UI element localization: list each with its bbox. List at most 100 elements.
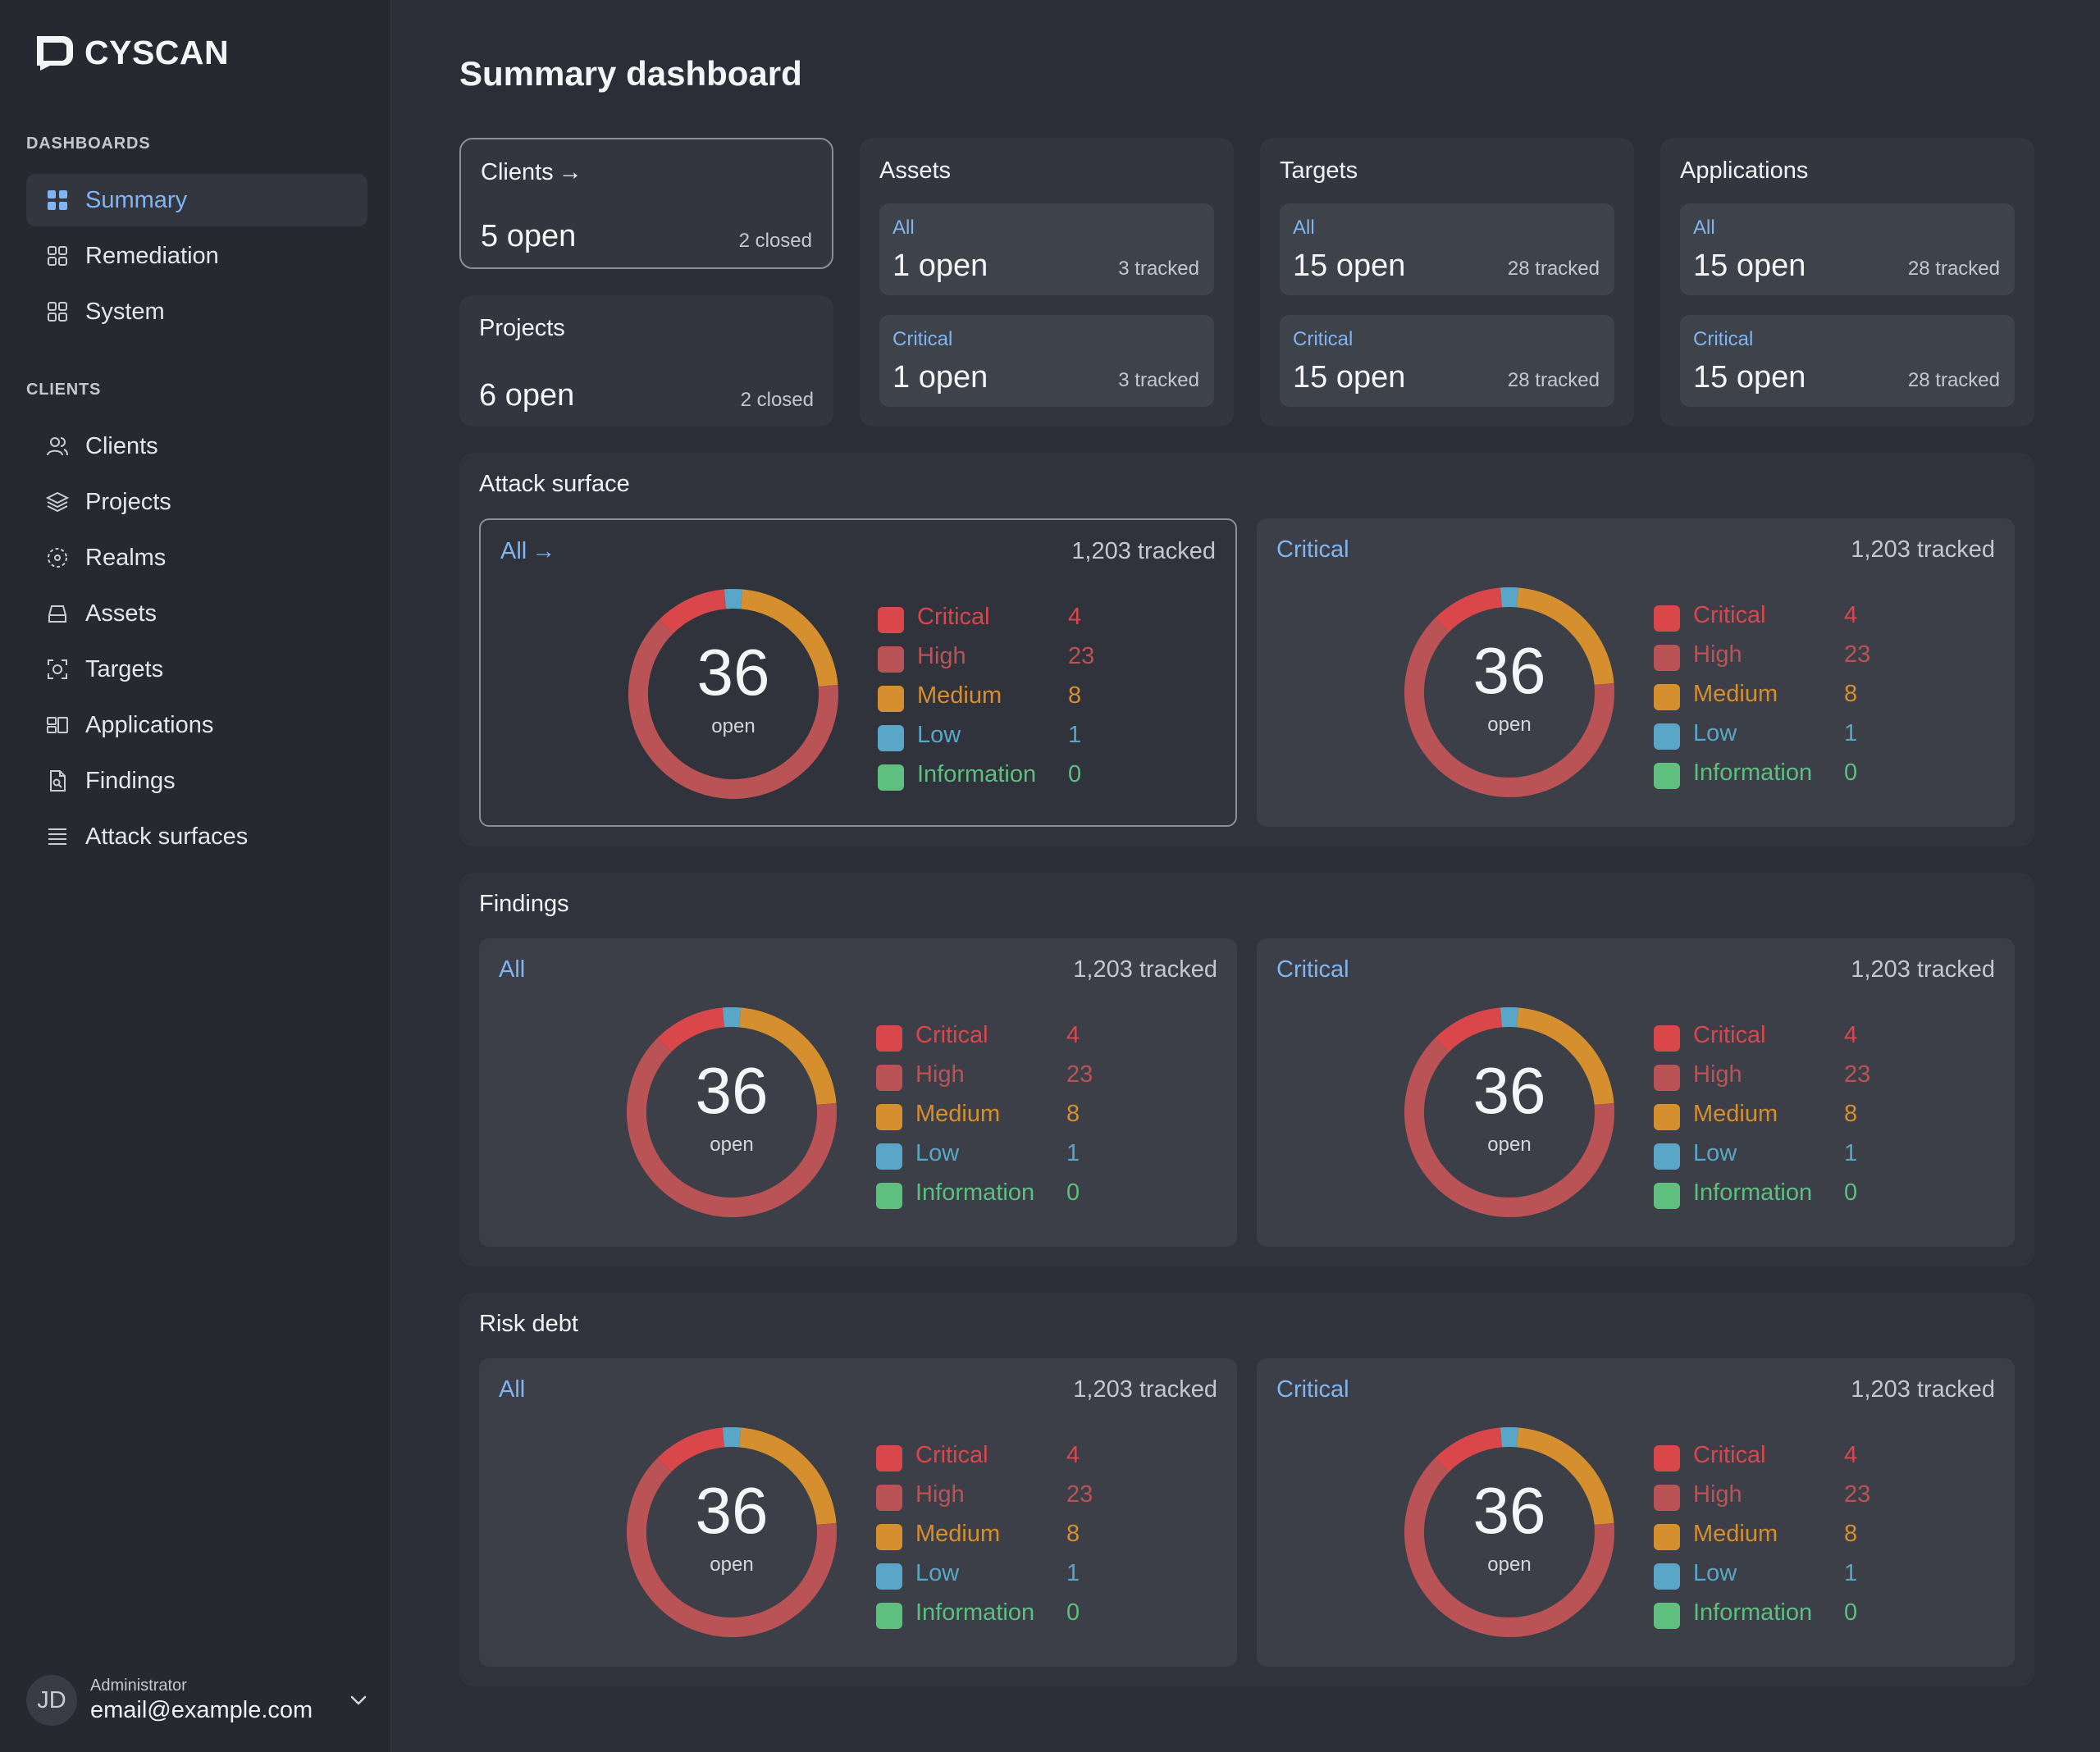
donut-total-label: open <box>1487 714 1532 736</box>
legend-value: 4 <box>1844 1442 1858 1468</box>
nav-item-system[interactable]: System <box>26 285 368 338</box>
user-menu[interactable]: JD Administrator email@example.com <box>26 1673 371 1727</box>
clients-card-title[interactable]: Clients → <box>481 159 582 185</box>
nav-item-label: Attack surfaces <box>85 823 249 850</box>
nav-item-findings[interactable]: Findings <box>26 755 368 807</box>
donut-slice-critical <box>1435 1007 1503 1052</box>
legend-item-critical: Critical 4 <box>1654 1440 1900 1480</box>
nav-item-realms[interactable]: Realms <box>26 532 368 584</box>
list-icon <box>46 825 69 848</box>
legend-swatch <box>1654 1143 1680 1170</box>
legend-label: Information <box>915 1599 1035 1626</box>
legend-swatch <box>1654 645 1680 671</box>
legend-label: Information <box>1693 1599 1813 1626</box>
panel-tracked-count: 1,203 tracked <box>1071 538 1216 564</box>
panel-label[interactable]: Critical <box>1276 1376 1349 1403</box>
tile-open-count: 1 open <box>892 360 988 395</box>
donut-slice-high <box>1404 618 1614 797</box>
risk-debt-all-panel[interactable]: All 1,203 tracked 36 open Critical 4 Hig… <box>479 1358 1237 1667</box>
brand-logo[interactable]: CYSCAN <box>32 33 229 72</box>
legend-swatch <box>1654 1603 1680 1629</box>
assets-critical-tile[interactable]: Critical 1 open 3 tracked <box>879 315 1214 407</box>
donut-total: 36 <box>1472 1474 1546 1547</box>
donut-slice-medium <box>1516 587 1614 686</box>
findings-all-panel[interactable]: All 1,203 tracked 36 open Critical 4 Hig… <box>479 938 1237 1247</box>
legend-label: Low <box>1693 720 1737 746</box>
tile-label: All <box>1693 217 1715 239</box>
projects-summary-card[interactable]: Projects 6 open 2 closed <box>459 295 833 427</box>
severity-legend: Critical 4 High 23 Medium 8 Low 1 Inform <box>1654 600 1900 797</box>
panel-tracked-count: 1,203 tracked <box>1851 956 1995 983</box>
chevron-down-icon[interactable] <box>346 1688 371 1713</box>
assets-all-tile[interactable]: All 1 open 3 tracked <box>879 203 1214 295</box>
legend-item-high: High 23 <box>876 1480 1122 1519</box>
legend-item-information: Information 0 <box>1654 758 1900 797</box>
nav-item-summary[interactable]: Summary <box>26 174 368 226</box>
panel-label[interactable]: All → <box>500 538 556 564</box>
legend-item-high: High 23 <box>878 641 1124 681</box>
avatar: JD <box>26 1675 77 1726</box>
donut-total: 36 <box>696 636 770 709</box>
legend-item-high: High 23 <box>1654 1060 1900 1099</box>
severity-donut-chart: 36 open <box>1401 584 1618 801</box>
donut-total: 36 <box>695 1474 769 1547</box>
donut-total: 36 <box>695 1054 769 1127</box>
legend-label: Medium <box>915 1101 1001 1127</box>
panel-tracked-count: 1,203 tracked <box>1851 1376 1995 1403</box>
donut-slice-critical <box>1435 587 1503 632</box>
panel-label[interactable]: All <box>499 956 526 983</box>
legend-label: High <box>917 643 966 669</box>
legend-item-medium: Medium 8 <box>1654 679 1900 719</box>
assets-card-title: Assets <box>879 157 952 184</box>
findings-critical-panel[interactable]: Critical 1,203 tracked 36 open Critical … <box>1257 938 2015 1247</box>
nav-item-remediation[interactable]: Remediation <box>26 230 368 282</box>
panel-label[interactable]: Critical <box>1276 536 1349 563</box>
realm-icon <box>46 546 69 569</box>
projects-card-title[interactable]: Projects <box>479 315 565 341</box>
legend-value: 4 <box>1844 602 1858 628</box>
nav-item-label: Clients <box>85 432 158 459</box>
risk-debt-critical-panel[interactable]: Critical 1,203 tracked 36 open Critical … <box>1257 1358 2015 1667</box>
panel-label[interactable]: Critical <box>1276 956 1349 983</box>
arrow-right-icon: → <box>558 159 582 185</box>
donut-total-label: open <box>710 1554 754 1576</box>
nav-item-assets[interactable]: Assets <box>26 587 368 640</box>
nav-item-attack-surfaces[interactable]: Attack surfaces <box>26 810 368 863</box>
severity-legend: Critical 4 High 23 Medium 8 Low 1 Inform <box>876 1020 1122 1217</box>
legend-swatch <box>876 1183 902 1209</box>
nav-item-label: Realms <box>85 544 167 571</box>
attack-surface-critical-panel[interactable]: Critical 1,203 tracked 36 open Critical … <box>1257 518 2015 827</box>
targets-all-tile[interactable]: All 15 open 28 tracked <box>1280 203 1614 295</box>
donut-slice-high <box>627 1038 837 1217</box>
legend-swatch <box>1654 723 1680 750</box>
legend-value: 8 <box>1066 1101 1080 1127</box>
tile-tracked-count: 28 tracked <box>1907 258 2000 280</box>
legend-label: Critical <box>1693 1022 1766 1048</box>
donut-total-label: open <box>710 1134 754 1156</box>
legend-item-low: Low 1 <box>876 1138 1122 1178</box>
nav-item-targets[interactable]: Targets <box>26 643 368 696</box>
section-title: Risk debt <box>479 1311 578 1337</box>
legend-item-medium: Medium 8 <box>878 681 1124 720</box>
nav-item-applications[interactable]: Applications <box>26 699 368 751</box>
legend-label: Critical <box>1693 602 1766 628</box>
panel-label[interactable]: All <box>499 1376 526 1403</box>
attack-surface-all-panel[interactable]: All → 1,203 tracked 36 open Critical 4 Hi… <box>479 518 1237 827</box>
clients-summary-card[interactable]: Clients → 5 open 2 closed <box>459 138 833 269</box>
donut-slice-high <box>627 1458 837 1637</box>
legend-value: 8 <box>1844 1101 1858 1127</box>
legend-value: 8 <box>1068 682 1082 709</box>
legend-swatch <box>1654 1563 1680 1590</box>
legend-item-information: Information 0 <box>878 760 1124 799</box>
legend-swatch <box>878 725 904 751</box>
donut-slice-medium <box>1516 1007 1614 1106</box>
tile-label: Critical <box>892 328 953 350</box>
nav-item-projects[interactable]: Projects <box>26 476 368 528</box>
applications-all-tile[interactable]: All 15 open 28 tracked <box>1680 203 2015 295</box>
nav-item-clients[interactable]: Clients <box>26 420 368 472</box>
grid-icon <box>46 300 69 323</box>
section-title: Attack surface <box>479 471 630 497</box>
donut-slice-medium <box>738 1427 837 1526</box>
applications-critical-tile[interactable]: Critical 15 open 28 tracked <box>1680 315 2015 407</box>
targets-critical-tile[interactable]: Critical 15 open 28 tracked <box>1280 315 1614 407</box>
